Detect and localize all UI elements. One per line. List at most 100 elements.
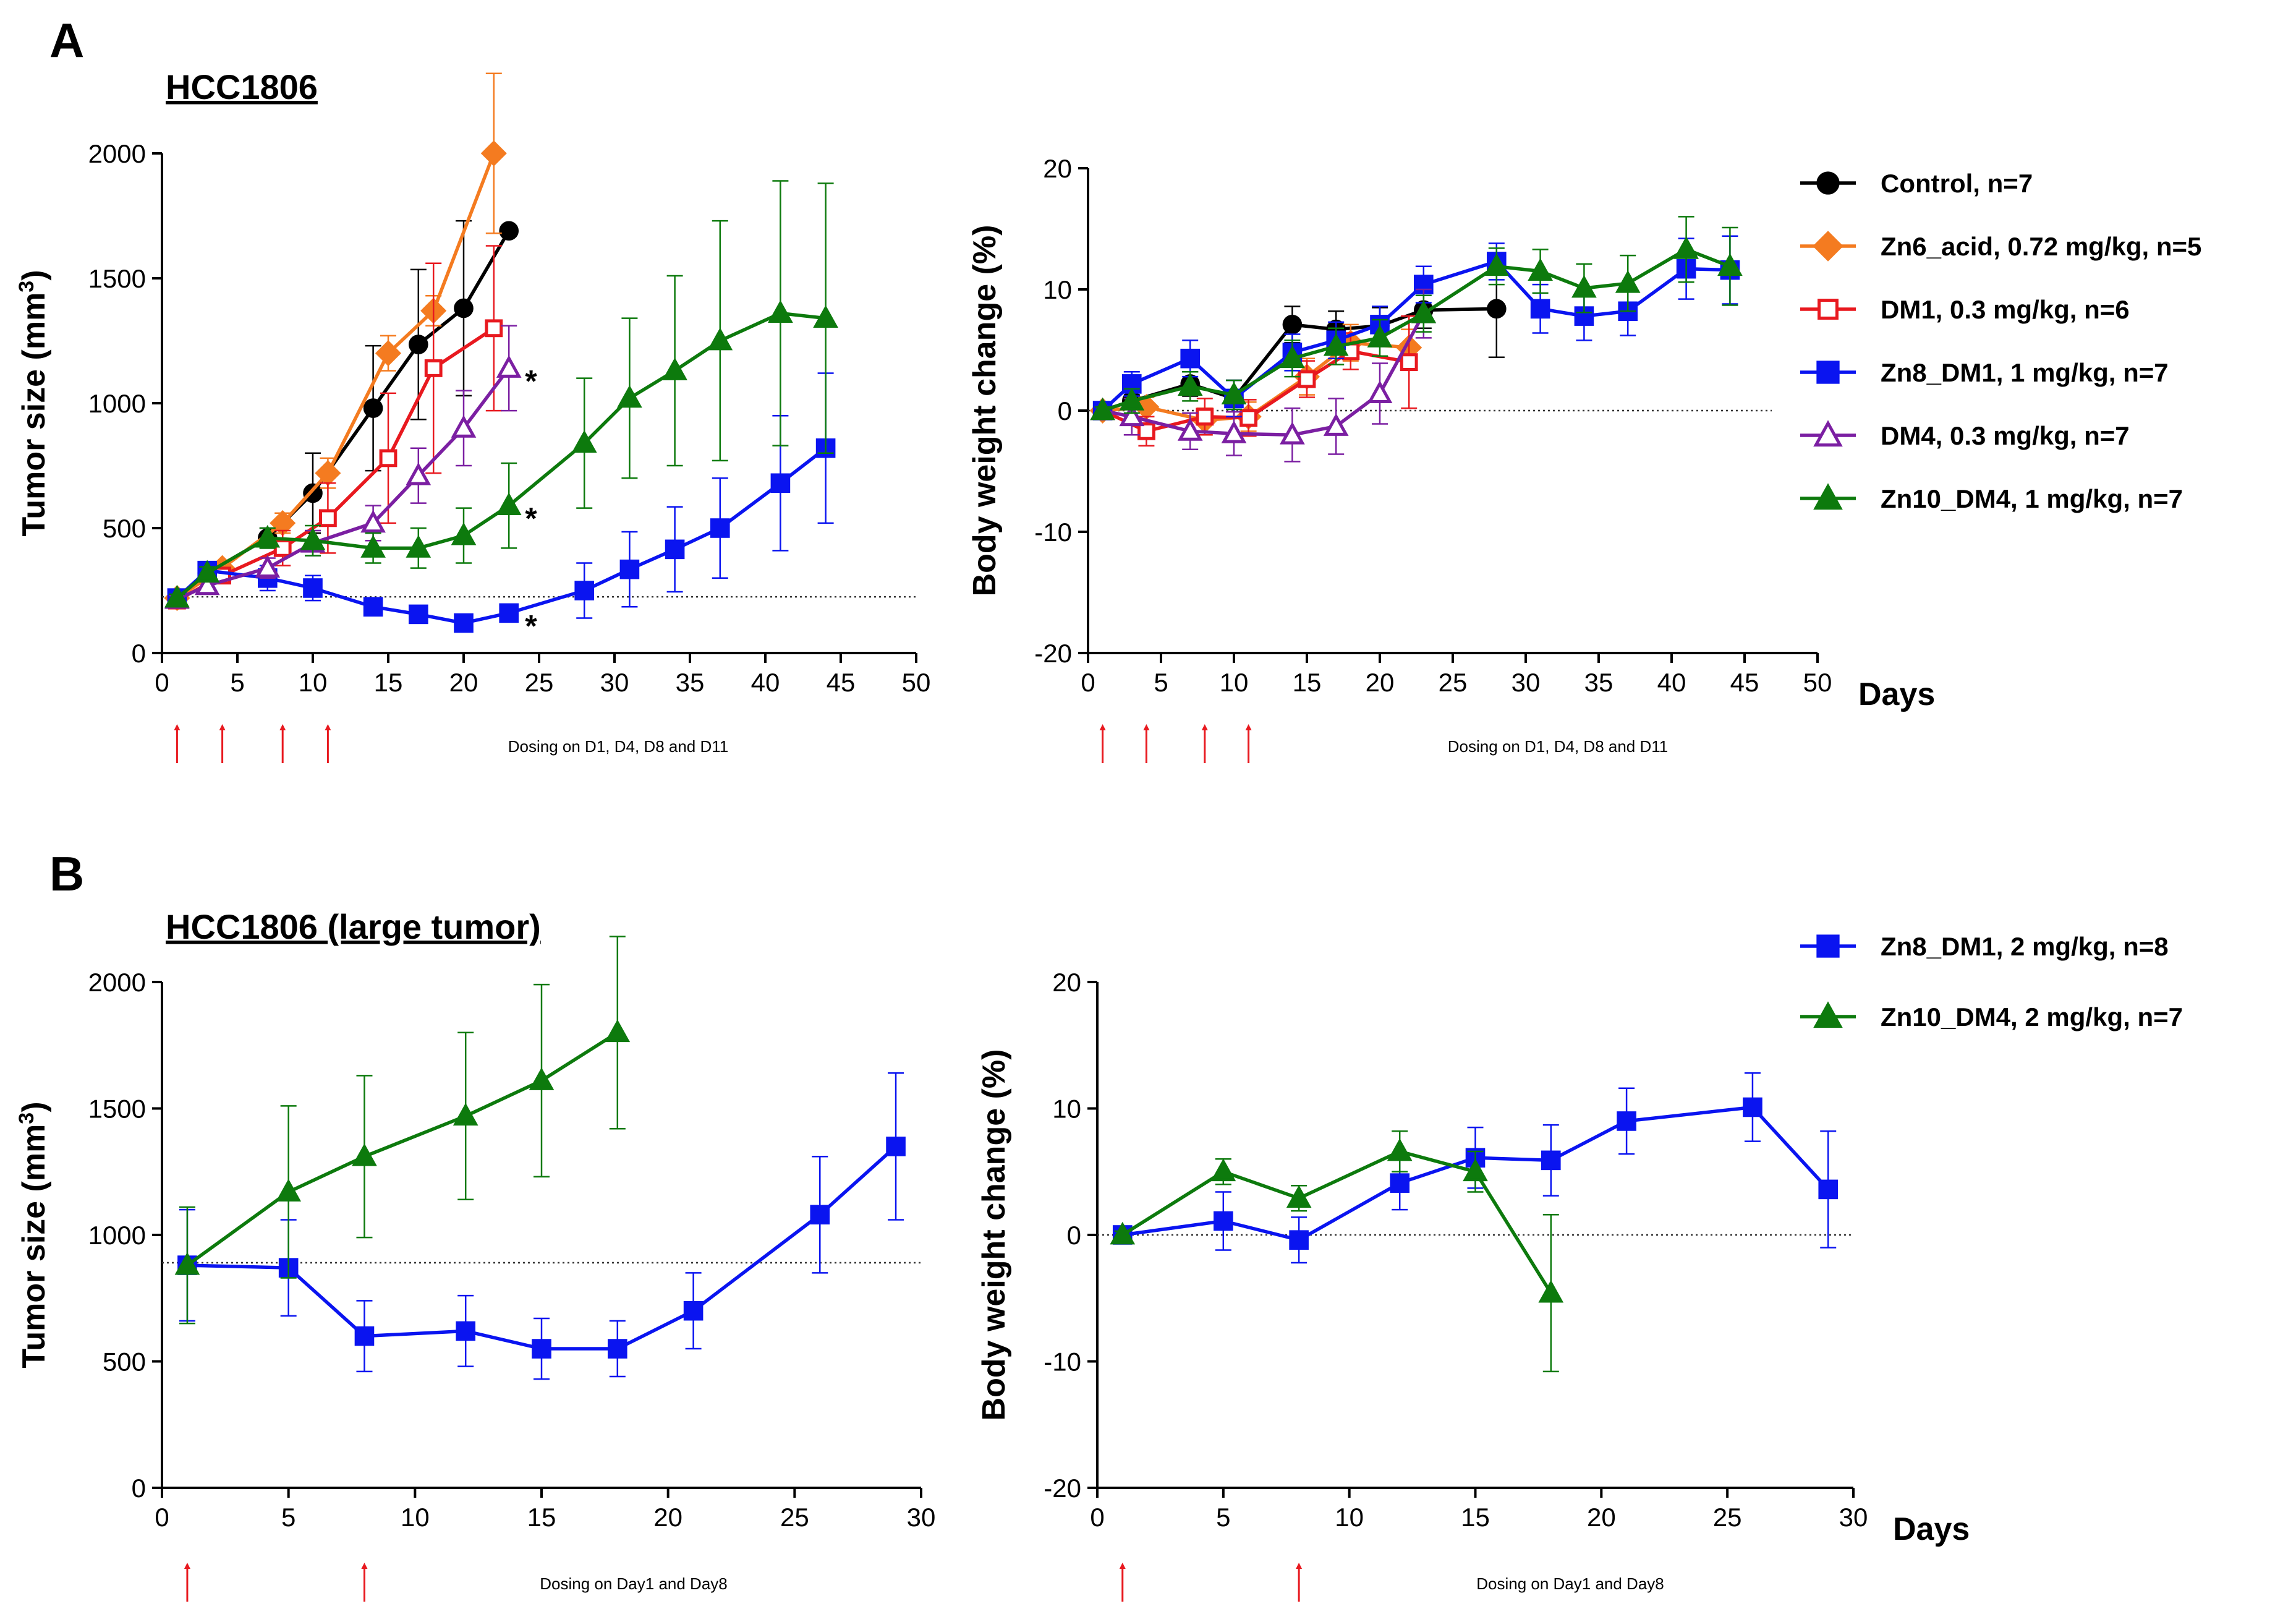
y-tick-label: 0 (1067, 1221, 1081, 1250)
x-tick-label: 10 (401, 1503, 430, 1532)
series-zn10_dm4 (174, 936, 631, 1325)
data-point (1528, 258, 1553, 281)
x-tick-label: 5 (1154, 668, 1168, 697)
data-point (1177, 373, 1203, 396)
data-point (300, 527, 326, 550)
data-point (303, 483, 323, 503)
data-point (303, 578, 323, 598)
data-point (499, 603, 519, 623)
data-point (480, 140, 507, 167)
legend-panel-b: Zn8_DM1, 2 mg/kg, n=8 Zn10_DM4, 2 mg/kg, … (1800, 932, 2183, 1031)
y-axis-title-part: ) (16, 270, 52, 280)
x-tick-label: 45 (827, 668, 856, 697)
data-point (1177, 418, 1203, 441)
y-tick-label: 2000 (88, 968, 146, 997)
legend-marker (1813, 231, 1843, 262)
legend-marker (1813, 483, 1843, 510)
data-point (707, 327, 733, 351)
data-point (454, 298, 474, 318)
data-point (1673, 236, 1699, 259)
legend-marker (1813, 420, 1843, 447)
data-point (379, 449, 398, 468)
data-point (768, 300, 793, 323)
x-tick-label: 40 (751, 668, 780, 697)
data-point (456, 1321, 476, 1341)
data-point (710, 518, 730, 538)
y-tick-label: 0 (132, 1474, 146, 1503)
y-axis-title: Tumor size (mm3) (15, 1101, 52, 1368)
panel-b-weight-dosing-note: Dosing on Day1 and Day8 (1476, 1574, 1664, 1593)
data-point (886, 1137, 906, 1156)
data-point (810, 1205, 830, 1225)
panel-a-tumor-dosing-note: Dosing on D1, D4, D8 and D11 (508, 737, 729, 756)
chart-b-tumor-size: 0 5 10 15 20 25 30 0 500 1000 1500 2000 Tumor size (… (15, 936, 935, 1602)
data-point (363, 597, 383, 617)
data-point (1282, 315, 1303, 335)
data-point (485, 319, 503, 338)
x-tick-label: 10 (1220, 668, 1249, 697)
data-point (352, 1143, 377, 1166)
y-tick-label: -20 (1034, 639, 1072, 668)
x-tick-label: 20 (653, 1503, 682, 1532)
y-tick-label: 500 (103, 1347, 146, 1377)
data-point (451, 415, 477, 438)
significance-star: * (525, 364, 537, 398)
data-point (1571, 275, 1597, 298)
legend-marker (1813, 1001, 1843, 1028)
y-tick-label: 2000 (88, 139, 146, 168)
legend-item: Zn6_acid, 0.72 mg/kg, n=5 (1800, 231, 2201, 262)
y-axis-title-part: Tumor size (mm (16, 292, 52, 537)
x-tick-label: 15 (527, 1503, 556, 1532)
y-tick-label: 1000 (88, 389, 146, 418)
data-point (571, 430, 597, 453)
legend-marker (1816, 171, 1840, 195)
data-point (662, 357, 687, 380)
legend-item: Zn10_DM4, 2 mg/kg, n=7 (1800, 1001, 2183, 1031)
x-tick-label: 50 (1803, 668, 1832, 697)
legend-marker (1816, 934, 1840, 958)
data-point (1110, 1221, 1136, 1245)
panel-b-tumor-dosing-note: Dosing on Day1 and Day8 (540, 1574, 728, 1593)
x-tick-label: 15 (374, 668, 403, 697)
data-point (255, 555, 281, 578)
data-point (1717, 253, 1743, 276)
data-point (363, 398, 383, 418)
data-point (255, 524, 281, 548)
x-tick-label: 10 (1335, 1503, 1364, 1532)
data-point (409, 335, 428, 354)
x-tick-label: 15 (1461, 1503, 1490, 1532)
legend-item: Zn8_DM1, 2 mg/kg, n=8 (1800, 932, 2169, 961)
series-dm1 (168, 245, 503, 610)
y-tick-label: 0 (1058, 396, 1072, 425)
x-tick-label: 5 (1216, 1503, 1230, 1532)
data-point (529, 1067, 555, 1090)
legend-label: Zn10_DM4, 1 mg/kg, n=7 (1881, 484, 2183, 513)
data-point (1463, 1158, 1488, 1182)
legend-label: Zn6_acid, 0.72 mg/kg, n=5 (1881, 232, 2201, 261)
data-point (1196, 408, 1214, 426)
x-axis-title: Days (1893, 1511, 1970, 1547)
data-point (354, 1326, 375, 1346)
data-point (1214, 1211, 1233, 1231)
panel-a-title: HCC1806 (166, 67, 318, 106)
x-axis-title: Days (1858, 677, 1935, 712)
data-point (1487, 299, 1507, 319)
y-axis-title: Tumor size (mm3) (15, 270, 52, 536)
data-point (1530, 299, 1550, 319)
x-tick-label: 5 (230, 668, 244, 697)
legend-label: Zn8_DM1, 2 mg/kg, n=8 (1881, 932, 2169, 961)
y-tick-label: 1500 (88, 264, 146, 293)
data-point (1411, 300, 1437, 323)
data-point (406, 535, 432, 558)
series-zn10_dm4 (1090, 216, 1743, 421)
y-tick-label: 1000 (88, 1221, 146, 1250)
data-point (1090, 397, 1115, 421)
series-line (176, 153, 496, 600)
legend-label: DM4, 0.3 mg/kg, n=7 (1881, 421, 2130, 450)
data-point (1221, 382, 1247, 404)
x-tick-label: 35 (1584, 668, 1614, 697)
data-point (1286, 1185, 1312, 1208)
data-point (1400, 353, 1418, 372)
chart-b-body-weight: 0 5 10 15 20 25 30 -20 -10 0 10 20 Body weight chang… (976, 968, 1970, 1602)
